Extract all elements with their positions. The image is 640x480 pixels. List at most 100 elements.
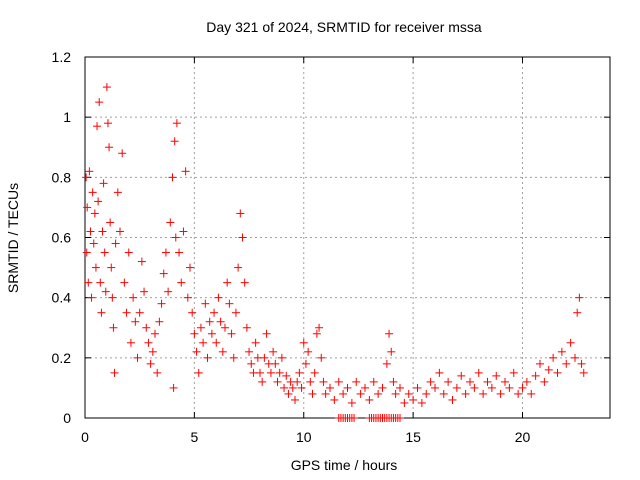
- data-point: [374, 389, 383, 398]
- data-point: [426, 377, 435, 386]
- data-point: [527, 389, 536, 398]
- data-point: [110, 368, 119, 377]
- data-point: [396, 414, 404, 422]
- data-point: [85, 167, 94, 176]
- data-point: [183, 293, 192, 302]
- data-point: [83, 203, 92, 212]
- y-tick-label: 0.4: [52, 290, 72, 306]
- data-point: [452, 383, 461, 392]
- data-point: [509, 368, 518, 377]
- data-point: [108, 293, 117, 302]
- data-point: [251, 338, 260, 347]
- x-tick-label: 5: [190, 429, 198, 445]
- data-point: [144, 338, 153, 347]
- data-point: [284, 389, 293, 398]
- chart-title: Day 321 of 2024, SRMTID for receiver mss…: [206, 19, 482, 35]
- data-point: [577, 359, 586, 368]
- data-point: [301, 359, 310, 368]
- data-point: [153, 368, 162, 377]
- data-point: [238, 233, 247, 242]
- data-point: [212, 338, 221, 347]
- data-point: [84, 278, 93, 287]
- x-tick-label: 10: [296, 429, 312, 445]
- data-point: [97, 308, 106, 317]
- data-point: [291, 395, 299, 404]
- data-point: [106, 218, 115, 227]
- data-point: [245, 347, 254, 356]
- data-point: [549, 353, 558, 362]
- y-tick-label: 1.2: [52, 49, 72, 65]
- data-point: [240, 278, 249, 287]
- data-point: [175, 248, 184, 257]
- data-point: [161, 248, 170, 257]
- data-point: [86, 227, 95, 236]
- data-point: [505, 383, 514, 392]
- data-point: [466, 377, 474, 386]
- data-point: [378, 383, 387, 392]
- data-point: [557, 347, 566, 356]
- data-point: [225, 299, 234, 308]
- data-point: [400, 398, 409, 407]
- data-point: [164, 287, 173, 296]
- data-point: [234, 263, 243, 272]
- data-point: [356, 389, 365, 398]
- x-tick-label: 20: [515, 429, 531, 445]
- data-point: [315, 323, 324, 332]
- data-point: [391, 389, 400, 398]
- data-point: [109, 323, 118, 332]
- data-point: [273, 377, 282, 386]
- data-point: [334, 377, 343, 386]
- data-point: [553, 368, 562, 377]
- data-point: [317, 353, 326, 362]
- data-point: [118, 149, 127, 158]
- x-axis-label: GPS time / hours: [291, 457, 398, 473]
- data-point: [461, 389, 470, 398]
- data-point: [124, 248, 133, 257]
- data-point: [168, 173, 177, 182]
- data-point: [142, 323, 151, 332]
- data-point: [205, 317, 214, 326]
- data-point: [544, 365, 553, 374]
- data-point: [483, 377, 492, 386]
- data-point: [242, 323, 251, 332]
- data-point: [231, 308, 240, 317]
- data-point: [326, 383, 334, 392]
- data-point: [131, 317, 140, 326]
- data-point: [304, 347, 313, 356]
- data-point: [107, 263, 116, 272]
- data-point: [98, 227, 107, 236]
- y-tick-label: 0.8: [52, 169, 72, 185]
- data-point: [113, 188, 122, 197]
- data-point: [155, 317, 164, 326]
- data-point: [404, 389, 413, 398]
- data-point: [310, 368, 319, 377]
- data-point: [540, 377, 549, 386]
- data-point: [431, 383, 439, 392]
- data-point: [487, 383, 496, 392]
- data-point: [566, 338, 575, 347]
- data-point: [457, 371, 466, 380]
- data-point: [299, 338, 308, 347]
- data-point: [203, 353, 212, 362]
- data-point: [439, 389, 448, 398]
- data-point: [417, 398, 426, 407]
- data-point: [227, 329, 236, 338]
- data-point: [223, 278, 232, 287]
- data-point: [382, 359, 391, 368]
- data-point: [258, 377, 267, 386]
- data-point: [321, 389, 330, 398]
- data-point: [575, 293, 584, 302]
- data-point: [413, 383, 422, 392]
- data-point: [190, 329, 199, 338]
- data-point: [536, 359, 544, 368]
- data-point: [343, 383, 352, 392]
- data-point: [579, 368, 588, 377]
- data-point: [479, 389, 488, 398]
- data-point: [102, 83, 111, 92]
- data-point: [492, 371, 501, 380]
- data-point: [435, 368, 444, 377]
- data-point: [140, 287, 149, 296]
- data-point: [221, 323, 229, 332]
- data-point: [169, 383, 178, 392]
